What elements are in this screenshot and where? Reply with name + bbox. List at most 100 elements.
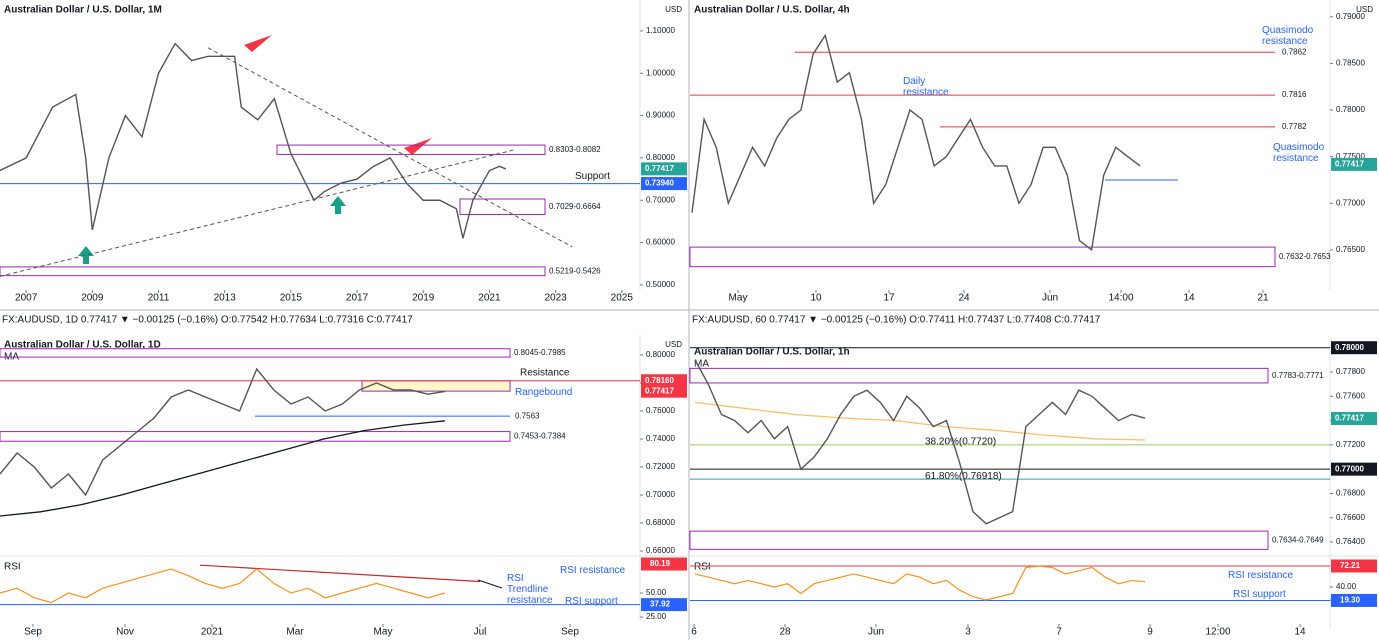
rsi-badge: [1331, 559, 1377, 573]
x-tick-label: 3: [965, 627, 971, 638]
x-tick-label: 6: [691, 627, 697, 638]
price-badge: [641, 162, 687, 176]
price-badge-label: 0.77000: [1335, 464, 1364, 473]
y-tick-label: 0.78500: [1336, 59, 1365, 68]
y-tick-label: 0.76500: [1336, 245, 1365, 254]
level-label: 38.20%(0.7720): [925, 437, 996, 448]
x-tick-label: Jul: [474, 627, 487, 638]
x-tick-label: 2025: [611, 293, 634, 304]
price-line: [694, 359, 1146, 525]
price-badge-label: 0.78160: [645, 376, 674, 385]
x-tick-label: 2015: [280, 293, 303, 304]
rsi-badge: [641, 557, 687, 571]
zone-label: 0.8045-0.7985: [514, 348, 566, 357]
zone: [689, 367, 1269, 384]
arrow: [78, 246, 94, 264]
x-tick-label: 2019: [412, 293, 435, 304]
zone-label: 0.8303-0.8082: [549, 145, 601, 154]
header-bar: [690, 312, 1379, 328]
y-tick-label: 0.66000: [646, 546, 675, 555]
y-tick-label: 0.50000: [646, 280, 675, 289]
price-badge: [641, 374, 687, 388]
level-label: Support: [575, 171, 610, 182]
y-tick-label: 0.60000: [646, 238, 675, 247]
annotation-line: resistance: [903, 87, 949, 98]
chart-title: Australian Dollar / U.S. Dollar, 4h: [694, 5, 850, 16]
zone-label: 0.7634-0.7649: [1272, 535, 1324, 544]
zone-label: 0.7783-0.7771: [1272, 371, 1324, 380]
x-tick-label: 28: [779, 627, 791, 638]
annotation-line: Rangebound: [515, 387, 572, 398]
annotation-line: Quasimodo: [1273, 142, 1325, 153]
price-badge-label: 0.78000: [1335, 343, 1364, 352]
indicator-label: MA: [694, 359, 709, 370]
annotation-line: RSI resistance: [560, 565, 625, 576]
y-tick-label: 0.77600: [1336, 391, 1365, 400]
level-label: Resistance: [520, 367, 570, 378]
annotation-line: Trendline: [507, 584, 549, 595]
rsi-label: RSI: [694, 562, 711, 573]
annotation: RSI Trendline resistance: [507, 573, 553, 606]
arrow: [244, 35, 272, 52]
annotation: RSI support: [565, 596, 618, 607]
price-badge: [641, 384, 687, 398]
x-tick-label: Jun: [868, 627, 884, 638]
x-tick-label: 2021: [478, 293, 501, 304]
y-tick-label: 0.77800: [1336, 367, 1365, 376]
unit-label: USD: [1356, 5, 1373, 14]
x-tick-label: 21: [1257, 293, 1269, 304]
annotation: RSI resistance: [1228, 570, 1293, 581]
rsi-tick-label: 25.00: [646, 612, 667, 621]
rsi-line: [0, 568, 446, 604]
y-tick-label: 0.76800: [1336, 489, 1365, 498]
zone: [0, 266, 546, 277]
zone: [689, 246, 1276, 268]
annotation: RSI resistance: [560, 565, 625, 576]
y-tick-label: 0.76000: [646, 406, 675, 415]
header-bar: [0, 312, 688, 328]
y-tick-label: 0.72000: [646, 462, 675, 471]
rsi-badge-label: 19.30: [1340, 596, 1361, 605]
y-tick-label: 0.77000: [1336, 198, 1365, 207]
zone: [689, 530, 1269, 550]
x-tick-label: Mar: [286, 627, 304, 638]
y-tick-label: 0.77200: [1336, 440, 1365, 449]
x-tick-label: May: [374, 627, 393, 638]
price-line: [691, 33, 1141, 252]
rsi-badge-label: 37.92: [650, 600, 671, 609]
price-badge: [1331, 157, 1377, 171]
x-tick-label: 12:00: [1205, 627, 1230, 638]
level-label: 0.7862: [1282, 47, 1307, 56]
x-tick-label: Nov: [116, 627, 134, 638]
rsi-badge-label: 80.19: [650, 559, 671, 568]
y-tick-label: 1.00000: [646, 68, 675, 77]
rsi-badge-label: 72.21: [1340, 561, 1361, 570]
annotation-line: RSI resistance: [1228, 570, 1293, 581]
x-tick-label: 2023: [544, 293, 567, 304]
rsi-tick-label: 50.00: [646, 588, 667, 597]
zone: [0, 431, 511, 442]
x-tick-label: Jun: [1042, 293, 1058, 304]
annotation-line: RSI support: [1233, 589, 1286, 600]
price-badge-label: 0.77417: [645, 164, 674, 173]
y-tick-label: 0.80000: [646, 153, 675, 162]
rsi-badge: [641, 598, 687, 612]
y-tick-label: 0.80000: [646, 350, 675, 359]
annotation-line: RSI: [507, 573, 524, 584]
price-badge: [1331, 462, 1377, 476]
x-tick-label: 2007: [15, 293, 38, 304]
price-badge: [1331, 341, 1377, 355]
price-badge-label: 0.73940: [645, 179, 674, 188]
y-tick-label: 0.76600: [1336, 513, 1365, 522]
rsi-line: [694, 565, 1146, 601]
x-tick-label: 2009: [81, 293, 104, 304]
y-tick-label: 0.77500: [1336, 152, 1365, 161]
unit-label: USD: [665, 340, 682, 349]
rsi-label: RSI: [4, 562, 21, 573]
zone-label: 0.5219-0.5426: [549, 266, 601, 275]
x-tick-label: Sep: [561, 627, 579, 638]
x-tick-label: 14: [1294, 627, 1306, 638]
x-tick-label: 9: [1147, 627, 1153, 638]
